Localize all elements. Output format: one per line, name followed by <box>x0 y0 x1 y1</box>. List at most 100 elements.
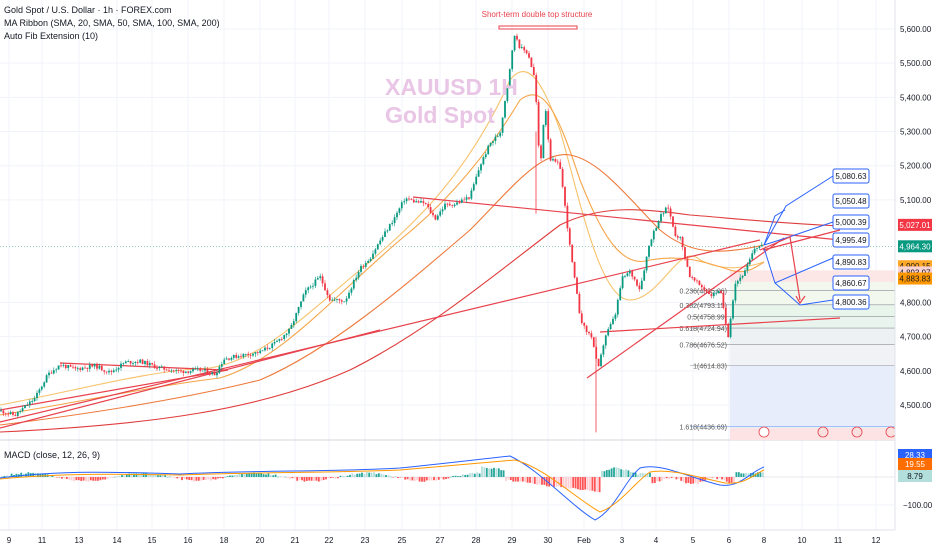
candle-body <box>240 356 242 358</box>
candle-body <box>319 276 322 279</box>
key-level-box <box>832 168 870 184</box>
candle-body <box>278 338 281 341</box>
macd-histogram-bar <box>485 468 488 477</box>
candle-body <box>283 335 286 339</box>
candle-body <box>367 261 370 263</box>
macd-histogram-bar <box>536 477 539 485</box>
candle-body <box>228 358 230 360</box>
macd-histogram-bar <box>39 473 42 477</box>
macd-histogram-bar <box>677 477 680 479</box>
candle-body <box>288 328 290 334</box>
macd-histogram-bar <box>473 473 476 477</box>
macd-histogram-bar <box>5 475 8 477</box>
candle-body <box>52 370 55 374</box>
macd-pane-bg <box>0 440 895 530</box>
candle-body <box>120 363 122 368</box>
candle-body <box>700 284 703 288</box>
candle-body <box>528 53 530 58</box>
macd-histogram-bar <box>346 475 349 477</box>
macd-histogram-bar <box>694 477 697 483</box>
macd-histogram-bar <box>111 477 114 478</box>
candle-body <box>84 367 86 369</box>
fib-zone <box>730 428 895 440</box>
macd-histogram-bar <box>553 477 555 487</box>
candle-body <box>180 370 182 372</box>
candle-body <box>715 292 718 294</box>
key-level-label: 4,890.83 <box>835 258 867 267</box>
macd-histogram-bar <box>574 477 577 489</box>
candle-body <box>206 369 209 374</box>
candle-body <box>81 367 84 370</box>
macd-histogram-bar <box>250 472 253 477</box>
projection-path <box>774 282 834 306</box>
candle-body <box>643 270 646 281</box>
candle-body <box>403 201 406 203</box>
candle-body <box>235 355 238 358</box>
candle-body <box>67 365 70 369</box>
macd-histogram-bar <box>538 477 541 485</box>
candle-body <box>28 401 31 406</box>
macd-histogram-bar <box>77 477 80 481</box>
candle-body <box>607 328 610 336</box>
macd-badge-signal-bg <box>898 458 932 470</box>
candle-body <box>134 361 137 363</box>
macd-histogram-bar <box>500 470 503 477</box>
candle-body <box>19 411 22 412</box>
trend-line <box>0 369 229 411</box>
macd-histogram-bar <box>217 477 219 479</box>
candle-body <box>412 199 415 203</box>
time-axis-tick: 21 <box>291 536 300 545</box>
candle-body <box>124 361 127 364</box>
candle-body <box>271 343 274 348</box>
price-badge-orange: 4,883.83 <box>899 275 931 284</box>
candle-body <box>213 372 216 376</box>
macd-histogram-bar <box>569 477 572 489</box>
candle-body <box>237 356 240 358</box>
macd-axis-tick: −100.00 <box>903 501 932 510</box>
time-axis-tick: 28 <box>472 536 481 545</box>
macd-histogram-bar <box>53 477 56 478</box>
macd-legend[interactable]: MACD (close, 12, 26, 9) <box>4 450 101 460</box>
macd-histogram-bar <box>591 477 594 491</box>
macd-histogram-bar <box>605 469 608 477</box>
macd-histogram-bar <box>425 477 428 481</box>
candle-body <box>146 361 149 366</box>
macd-histogram-bar <box>505 477 507 481</box>
candle-body <box>758 246 761 249</box>
candle-body <box>7 413 10 415</box>
macd-histogram-bar <box>725 477 728 482</box>
candle-body <box>391 223 394 225</box>
key-level-label: 4,860.67 <box>835 279 867 288</box>
candle-body <box>184 371 187 374</box>
candle-body <box>300 301 302 307</box>
candle-body <box>448 203 451 206</box>
candle-body <box>657 221 660 229</box>
candle-body <box>386 230 389 232</box>
macd-histogram-bar <box>639 473 642 477</box>
macd-histogram-bar <box>327 477 330 479</box>
macd-histogram-bar <box>668 477 671 480</box>
candle-body <box>559 162 562 169</box>
candle-body <box>710 294 713 297</box>
candle-body <box>494 136 497 142</box>
candle-body <box>21 408 24 412</box>
price-axis-tick: 5,300.00 <box>900 128 932 137</box>
macd-histogram-bar <box>224 476 227 478</box>
macd-histogram-bar <box>401 477 404 478</box>
candle-body <box>583 322 586 326</box>
macd-histogram-bar <box>557 477 560 487</box>
macd-histogram-bar <box>375 474 378 477</box>
candle-body <box>55 369 58 371</box>
macd-histogram-bar <box>322 477 325 481</box>
candle-body <box>470 190 473 199</box>
ma-ribbon-legend[interactable]: MA Ribbon (SMA, 20, SMA, 50, SMA, 100, S… <box>4 18 220 28</box>
fib-extension-legend[interactable]: Auto Fib Extension (10) <box>4 31 99 41</box>
price-axis-tick: 5,400.00 <box>900 93 932 102</box>
macd-histogram-bar <box>502 470 505 477</box>
macd-histogram-bar <box>747 473 750 477</box>
candle-body <box>508 69 511 86</box>
candle-body <box>88 364 91 369</box>
symbol-title[interactable]: Gold Spot / U.S. Dollar · 1h · FOREX.com <box>4 5 172 15</box>
macd-histogram-bar <box>265 474 267 477</box>
candle-body <box>170 370 173 372</box>
